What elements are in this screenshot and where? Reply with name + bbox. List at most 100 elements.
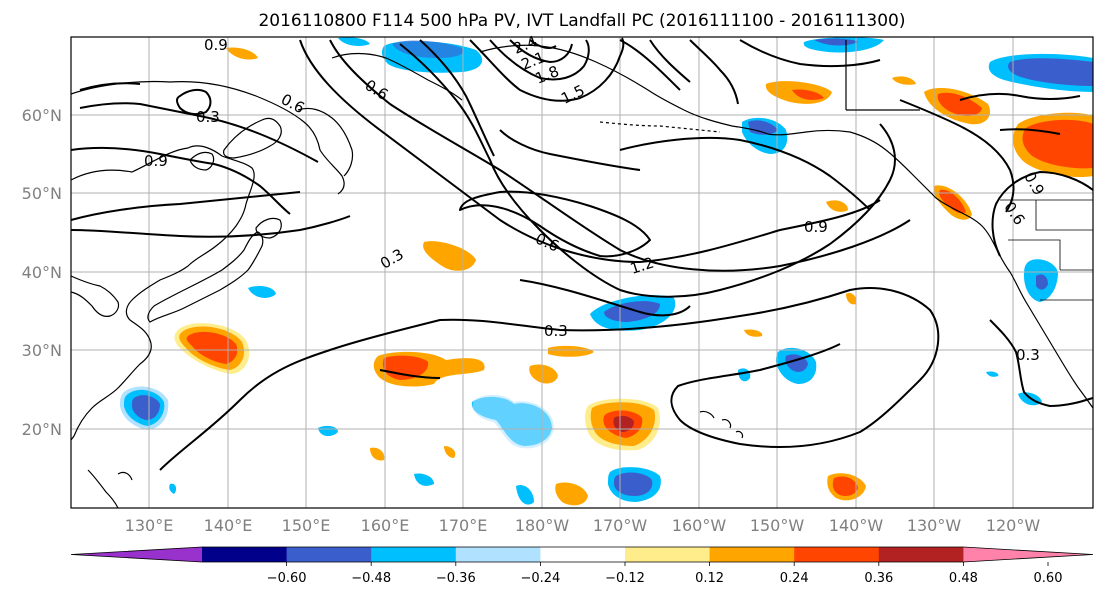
contour-2-1 [509,39,573,63]
colorbar-swatch [202,547,288,562]
warm-blob-small-5 [826,200,848,212]
warm-blob-small-7 [226,47,258,60]
contour-label-17: 0.3 [1016,346,1040,364]
lon-label-130e: 130°E [125,516,174,535]
border-alaska-canada [845,40,920,111]
colorbar-outline [70,546,1094,563]
coast-philippines [87,469,133,509]
cool-blob-small-6 [986,371,999,377]
warm-blob-160e-core [382,355,429,380]
colorbar-tick-label: −0.24 [520,571,560,586]
coast-asia-mainland [70,145,255,441]
lon-label-160e: 160°E [361,516,410,535]
lon-label-160w: 160°W [672,516,727,535]
coast-japan-honshu [147,231,264,323]
colorbar-tick-label: −0.60 [267,571,307,586]
cool-blob-alaska-2-core [748,120,778,135]
longitude-labels: 130°E 140°E 150°E 160°E 170°E 180°W 170°… [125,516,1041,535]
contour-north-arcs [619,39,739,105]
cool-blob-small-8 [338,37,370,46]
colorbar-tick-label: 0.36 [864,571,893,586]
warm-blob-bc-core [939,189,966,214]
colorbar-swatch [540,547,626,562]
lon-label-150e: 150°E [282,516,331,535]
contour-0-9-west [70,191,351,238]
lon-label-170e: 170°E [439,516,488,535]
contours [70,37,1094,471]
coast-na-west [767,129,1094,409]
contour-closed-0-6 [459,190,651,258]
coast-aleutians [599,121,721,133]
lat-label-50n: 50°N [22,184,62,203]
coast-kamchatka [297,107,354,177]
colorbar-tick-label: 0.60 [1034,571,1063,586]
warm-blob-172w [548,345,594,357]
lat-label-30n: 30°N [22,341,62,360]
cool-blob-central-core [604,301,660,322]
cool-blob-arctic-core [814,38,858,46]
warm-blob-175w [529,364,558,384]
colorbar-swatch [794,547,880,562]
latitude-labels: 20°N 30°N 40°N 50°N 60°N [22,106,62,439]
colorbar-arrow-high [963,547,1093,562]
warm-blob-small-3 [744,329,763,337]
cool-blob-small-4 [516,484,534,505]
contour-0-6-east [991,171,1094,257]
cool-blob-california-core [1036,274,1048,290]
colorbar: −0.60 −0.48 −0.36 −0.24 −0.12 0.12 0.24 0.36 0.4… [70,546,1094,586]
warm-blob-small-6 [892,76,916,85]
warm-blob-alberta-core [1022,119,1093,169]
contour-2-4 [529,39,557,49]
lon-label-150w: 150°W [750,516,805,535]
warm-blob-yukon-core [937,92,982,116]
colorbar-swatch [455,547,541,562]
cool-blob-nwt-core [1008,58,1093,86]
contour-label-13: 0.9 [804,218,828,236]
cool-blob-japan [248,286,276,298]
contour-closed-nw [176,88,212,116]
colorbar-tick-label: −0.36 [436,571,476,586]
contour-label-14: 0.3 [544,322,568,340]
contour-1-2-inner [419,39,871,211]
lon-label-140w: 140°W [829,516,884,535]
contour-0-3-nw [79,82,319,163]
contour-canada [959,92,1081,135]
coast-hawaii [699,410,744,439]
map-frame [70,36,1094,509]
contour-1-5 [469,37,625,102]
contour-1-8 [489,39,590,81]
colorbar-swatch [371,547,457,562]
warm-blob-japan-core [186,331,238,364]
lat-label-20n: 20°N [22,420,62,439]
cool-blob-small-2 [318,425,338,437]
chart-title: 2016110800 F114 500 hPa PV, IVT Landfall… [258,11,905,31]
colorbar-tick-label: 0.48 [949,571,978,586]
coast-siberia [70,80,345,195]
cool-blob-small-7 [169,483,177,494]
warm-blob-140w-core [832,476,858,496]
colorbar-swatch [625,547,711,562]
cool-blob-south-china-core [132,395,160,420]
contour-north-east [739,39,1015,213]
colorbar-swatch [878,547,964,562]
contour-1-2-outer [399,43,896,298]
lon-label-180w: 180°W [515,516,570,535]
lon-label-120w: 120°W [986,516,1041,535]
borders-us-states [1000,199,1093,301]
warm-blob-south [555,482,588,506]
lat-label-60n: 60°N [22,106,62,125]
cool-blob-180-outer [472,394,554,449]
contour-0-9-north [70,146,291,215]
colorbar-tick-label: −0.12 [605,571,645,586]
lon-label-170w: 170°W [593,516,648,535]
warm-blob-small-2 [444,446,456,458]
colorbar-swatch [286,547,372,562]
colorbar-tick-label: 0.12 [695,571,724,586]
contour-label-2: 0.3 [196,108,220,126]
contour-0-3-main [159,287,940,471]
cool-blob-bering-core [392,40,464,58]
colorbar-swatch [709,547,795,562]
cool-blob-south-170w-core [614,472,653,496]
contour-0-3-east [989,319,1094,407]
